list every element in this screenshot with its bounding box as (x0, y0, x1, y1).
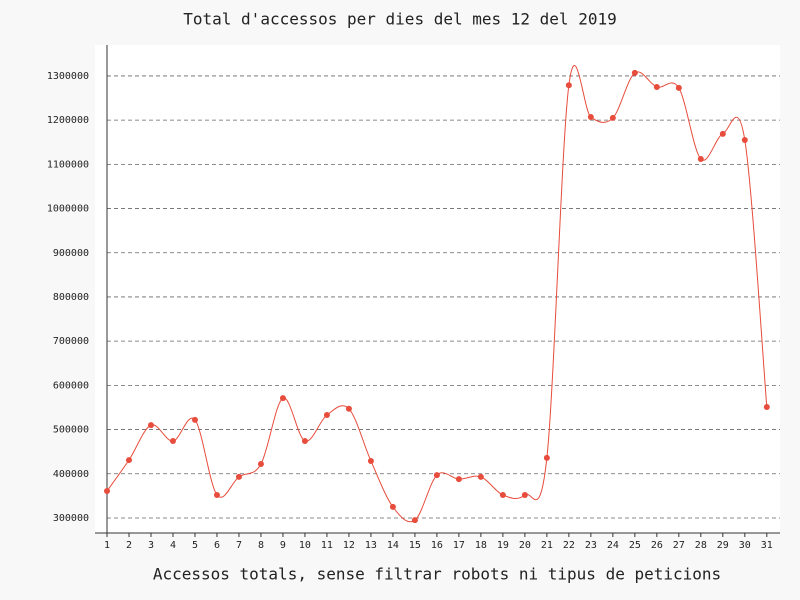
x-tick-label: 15 (409, 540, 421, 551)
data-point (125, 457, 132, 464)
x-tick-label: 1 (104, 540, 110, 551)
data-point (411, 517, 418, 524)
x-tick-label: 11 (321, 540, 333, 551)
x-tick-label: 18 (475, 540, 487, 551)
data-point (433, 472, 440, 479)
x-tick-label: 29 (717, 540, 729, 551)
x-tick-label: 13 (365, 540, 377, 551)
data-point (631, 69, 638, 76)
x-tick-label: 25 (629, 540, 641, 551)
data-point (235, 473, 242, 480)
chart-title: Total d'accessos per dies del mes 12 del… (183, 10, 616, 29)
x-tick-label: 4 (170, 540, 176, 551)
data-point (477, 473, 484, 480)
x-tick-label: 27 (673, 540, 685, 551)
x-tick-label: 5 (192, 540, 198, 551)
x-tick-label: 2 (126, 540, 132, 551)
y-tick-label: 1300000 (47, 71, 89, 82)
x-tick-label: 26 (651, 540, 663, 551)
x-tick-label: 6 (214, 540, 220, 551)
y-tick-label: 700000 (53, 336, 89, 347)
data-point (675, 84, 682, 91)
x-tick-label: 22 (563, 540, 575, 551)
x-tick-label: 8 (258, 540, 264, 551)
data-point (169, 438, 176, 445)
data-point (697, 156, 704, 163)
data-point (191, 416, 198, 423)
x-tick-label: 3 (148, 540, 154, 551)
x-tick-label: 17 (453, 540, 465, 551)
data-point (609, 114, 616, 121)
y-tick-label: 500000 (53, 425, 89, 436)
data-point (389, 503, 396, 510)
data-point (279, 395, 286, 402)
data-point (587, 114, 594, 121)
y-tick-label: 400000 (53, 469, 89, 480)
data-point (301, 438, 308, 445)
data-point (719, 130, 726, 137)
y-tick-label: 1100000 (47, 159, 89, 170)
x-tick-label: 28 (695, 540, 707, 551)
data-point (565, 82, 572, 89)
x-tick-label: 20 (519, 540, 531, 551)
data-point (257, 461, 264, 468)
y-tick-label: 800000 (53, 292, 89, 303)
y-tick-label: 1200000 (47, 115, 89, 126)
plot-area (95, 45, 780, 533)
data-point (345, 405, 352, 412)
data-point (367, 457, 374, 464)
x-tick-label: 23 (585, 540, 597, 551)
y-tick-label: 300000 (53, 513, 89, 524)
data-point (499, 491, 506, 498)
x-tick-label: 24 (607, 540, 619, 551)
data-point (323, 411, 330, 418)
y-tick-label: 900000 (53, 248, 89, 259)
x-tick-label: 21 (541, 540, 553, 551)
x-tick-label: 16 (431, 540, 443, 551)
data-point (455, 476, 462, 483)
data-point (213, 491, 220, 498)
data-point (147, 422, 154, 429)
x-tick-label: 31 (761, 540, 773, 551)
x-tick-label: 9 (280, 540, 286, 551)
x-tick-label: 12 (343, 540, 355, 551)
data-point (104, 488, 110, 495)
x-tick-label: 7 (236, 540, 242, 551)
x-tick-label: 30 (739, 540, 751, 551)
x-tick-label: 19 (497, 540, 509, 551)
x-tick-label: 14 (387, 540, 399, 551)
data-point (543, 454, 550, 461)
series-line (106, 65, 768, 523)
data-point (521, 491, 528, 498)
data-point (763, 404, 770, 411)
y-tick-label: 600000 (53, 380, 89, 391)
data-point (741, 137, 748, 144)
x-tick-label: 10 (299, 540, 311, 551)
x-axis-label: Accessos totals, sense filtrar robots ni… (153, 565, 721, 584)
data-point (653, 83, 660, 90)
y-tick-label: 1000000 (47, 204, 89, 215)
